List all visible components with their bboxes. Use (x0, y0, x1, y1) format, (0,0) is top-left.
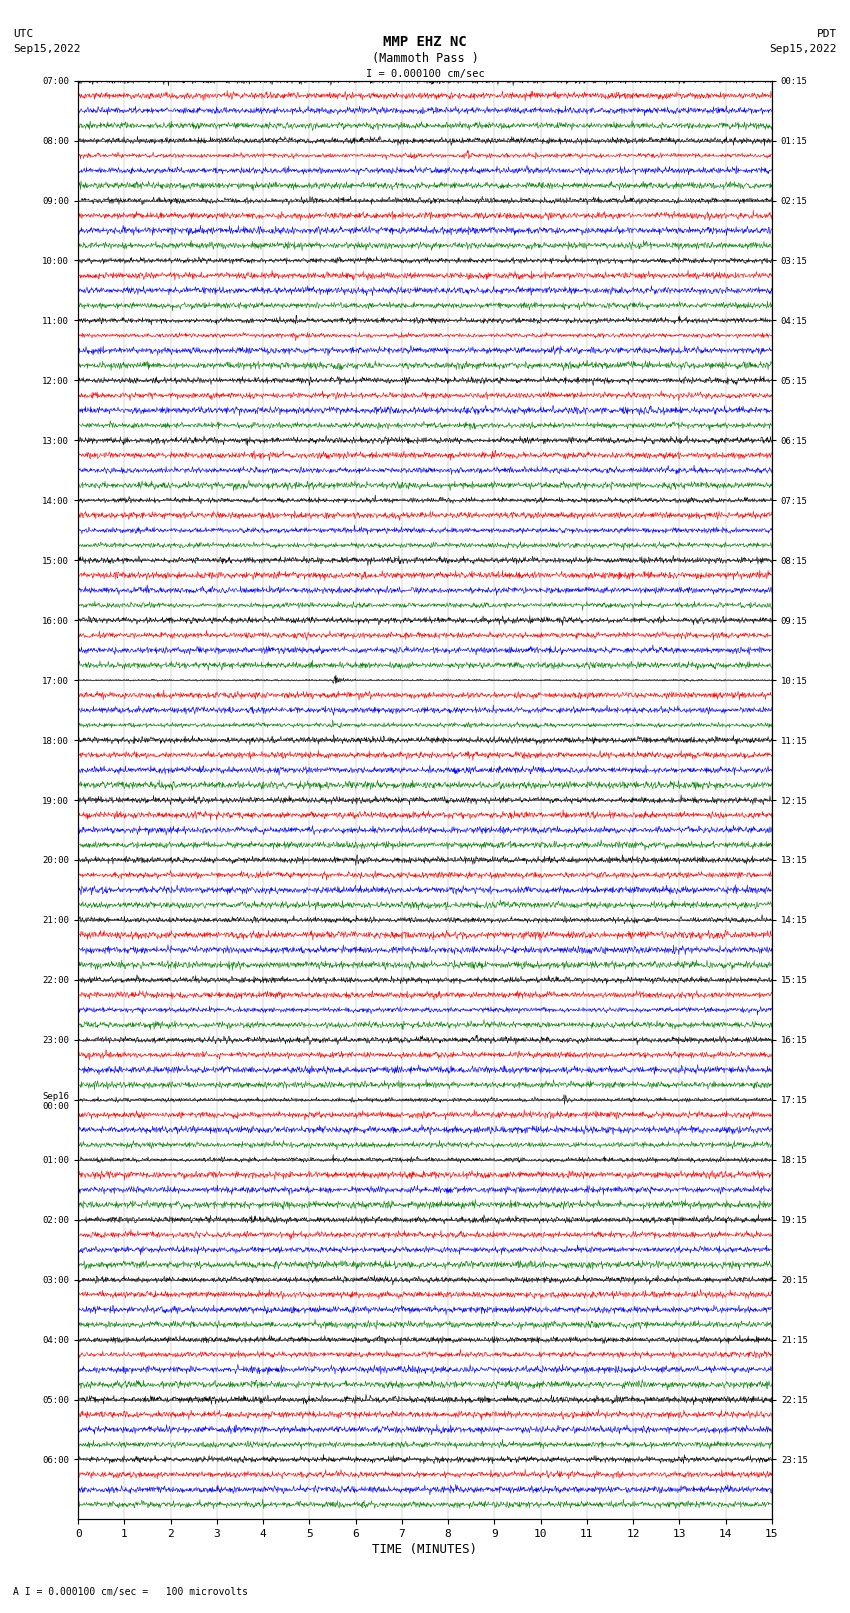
Text: (Mammoth Pass ): (Mammoth Pass ) (371, 52, 479, 65)
Text: Sep15,2022: Sep15,2022 (13, 44, 80, 53)
Text: UTC: UTC (13, 29, 33, 39)
Text: MMP EHZ NC: MMP EHZ NC (383, 35, 467, 50)
Text: PDT: PDT (817, 29, 837, 39)
X-axis label: TIME (MINUTES): TIME (MINUTES) (372, 1544, 478, 1557)
Text: I = 0.000100 cm/sec: I = 0.000100 cm/sec (366, 69, 484, 79)
Text: Sep15,2022: Sep15,2022 (770, 44, 837, 53)
Text: A I = 0.000100 cm/sec =   100 microvolts: A I = 0.000100 cm/sec = 100 microvolts (13, 1587, 247, 1597)
